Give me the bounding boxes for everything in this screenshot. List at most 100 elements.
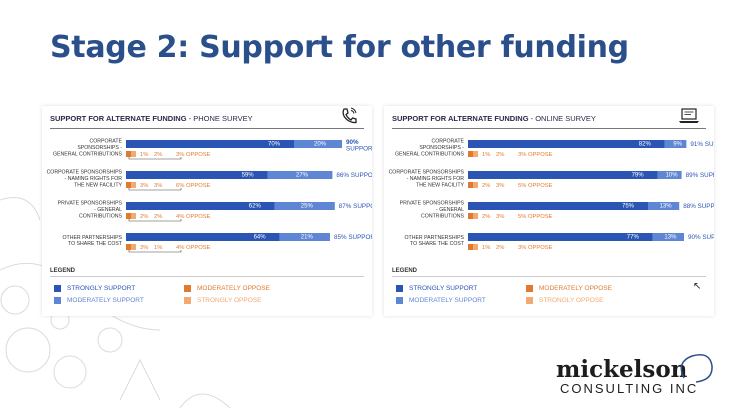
legend-swatch [526,285,533,292]
value-label: 2% [140,214,148,220]
support-total-label: 85% SUPPORT [334,234,372,241]
support-total-label: 87% SUPPORT [339,203,372,210]
category-label: CONTRIBUTIONS [421,213,464,219]
legend-swatch [396,285,403,292]
value-label: 3% [154,183,162,189]
category-label: CORPORATE [432,139,465,145]
legend-swatch [396,297,403,304]
category-label: TO SHARE THE COST [68,241,123,247]
bar-strongly-support [468,233,653,241]
category-label: SPONSORSHIPS - [419,145,464,151]
bracket-line [128,250,182,253]
bar-strongly-support [126,140,294,148]
support-total-label: 90% SUPPORT [688,234,714,241]
phone-icon [342,107,357,124]
legend-swatch [526,297,533,304]
value-label: 10% [666,173,679,179]
category-label: THE NEW FACILITY [74,182,122,188]
oppose-total-label: 4% OPPOSE [176,245,211,251]
oppose-total-label: 3% OPPOSE [518,152,553,158]
legend-swatch [54,297,61,304]
bar-moderately-oppose [126,244,131,250]
oppose-total-label: 5% OPPOSE [518,183,553,189]
oppose-total-label: 5% OPPOSE [518,214,553,220]
bar-strongly-support [126,233,280,241]
value-label: 79% [632,173,645,179]
laptop-icon [679,108,699,123]
bar-moderately-oppose [126,182,131,188]
value-label: 13% [664,235,677,241]
category-label: - GENERAL [436,207,464,213]
legend-rule [392,276,706,277]
legend-moderately-support: MODERATELY SUPPORT [396,297,486,304]
support-total-label: 88% SUPPORT [683,203,714,210]
legend-strongly-support: STRONGLY SUPPORT [396,285,477,292]
support-total-label: SUPPORT [346,146,372,153]
legend-moderately-oppose: MODERATELY OPPOSE [526,285,612,292]
legend-strongly-oppose: STRONGLY OPPOSE [526,297,603,304]
bar-strongly-support [468,202,648,210]
value-label: 1% [482,152,490,158]
bar-strongly-oppose [131,151,136,157]
bar-moderately-support [648,202,680,210]
bar-moderately-support [274,202,335,210]
value-label: 62% [249,204,262,210]
support-total-label: 90% [346,139,359,146]
value-label: 2% [482,214,490,220]
category-label: OTHER PARTNERSHIPS [405,235,465,241]
category-label: GENERAL CONTRIBUTIONS [395,151,465,157]
support-total-label: 91% SUPPORT [690,141,714,148]
company-logo: mickelson CONSULTING INC [556,354,713,396]
legend-strongly-oppose: STRONGLY OPPOSE [184,297,261,304]
value-label: 59% [242,173,255,179]
oppose-total-label: 3% OPPOSE [176,152,211,158]
bar-moderately-support [652,233,684,241]
category-label: CONTRIBUTIONS [79,213,122,219]
legend-swatch [184,285,191,292]
category-label: GENERAL CONTRIBUTIONS [53,151,123,157]
value-label: 1% [140,152,148,158]
support-total-label: 86% SUPPORT [336,172,372,179]
oppose-total-label: 3% OPPOSE [518,245,553,251]
oppose-total-label: 4% OPPOSE [176,214,211,220]
phone-survey-panel: SUPPORT FOR ALTERNATE FUNDING - PHONE SU… [42,106,372,316]
bar-strongly-oppose [473,151,478,157]
category-label: SPONSORSHIPS - [77,145,122,151]
bar-strongly-oppose [131,182,136,188]
bar-strongly-oppose [473,213,478,219]
bar-moderately-oppose [468,151,473,157]
bar-moderately-oppose [468,244,473,250]
legend-swatch [184,297,191,304]
category-label: CORPORATE SPONSORSHIPS [389,170,465,176]
value-label: 3% [496,183,504,189]
bar-moderately-support [294,140,342,148]
bar-moderately-oppose [126,151,131,157]
category-label: TO SHARE THE COST [410,241,465,247]
value-label: 64% [254,235,267,241]
legend-swatch [54,285,61,292]
value-label: 82% [639,142,652,148]
value-label: 2% [496,245,504,251]
oppose-total-label: 6% OPPOSE [176,183,211,189]
legend-title: LEGEND [50,268,76,274]
mouse-cursor-icon: ↖ [693,281,702,292]
category-label: - NAMING RIGHTS FOR [407,176,465,182]
value-label: 75% [622,204,635,210]
logo-sub-text: CONSULTING INC [560,381,699,396]
value-label: 20% [314,142,327,148]
bar-moderately-oppose [126,213,131,219]
value-label: 77% [627,235,640,241]
header-rule [50,128,364,129]
bar-moderately-support [267,171,333,179]
bar-moderately-support [279,233,330,241]
bracket-line [128,219,182,222]
value-label: 2% [154,214,162,220]
legend-moderately-oppose: MODERATELY OPPOSE [184,285,270,292]
online-survey-panel: SUPPORT FOR ALTERNATE FUNDING - ONLINE S… [384,106,714,316]
bar-strongly-oppose [473,182,478,188]
legend-strongly-support: STRONGLY SUPPORT [54,285,135,292]
category-label: - GENERAL [94,207,122,213]
value-label: 3% [140,245,148,251]
value-label: 2% [154,152,162,158]
